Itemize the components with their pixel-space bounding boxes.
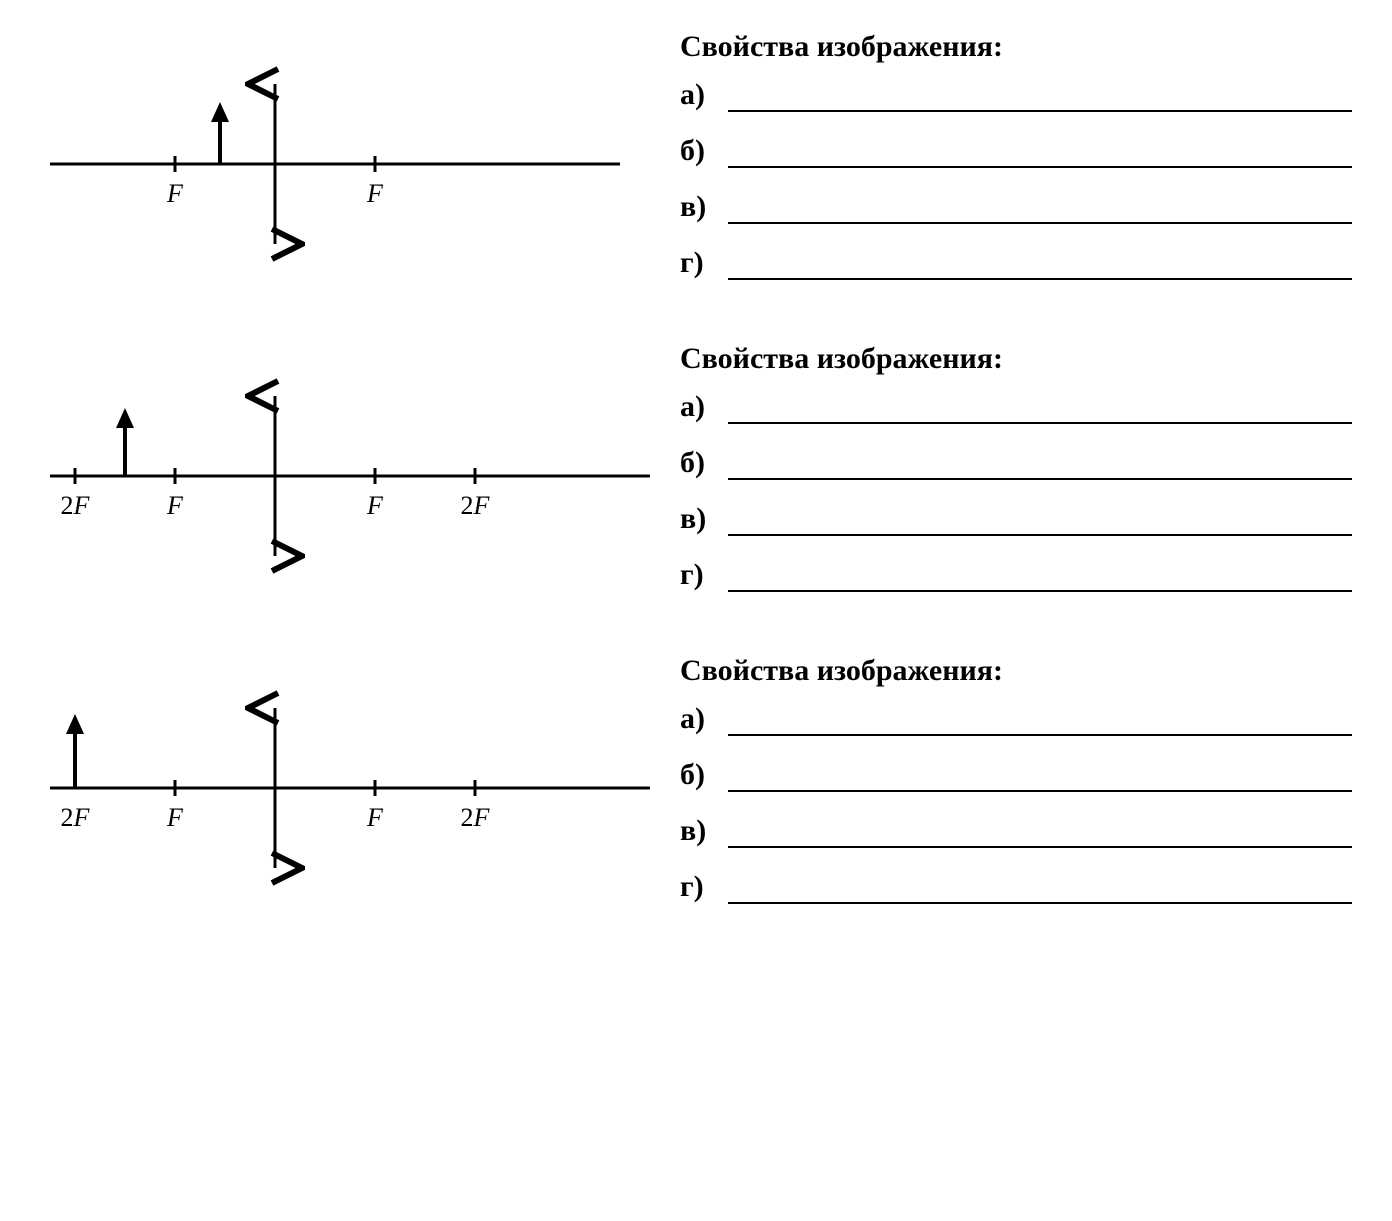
property-label: а) — [680, 78, 722, 112]
property-label: б) — [680, 446, 722, 480]
property-label: г) — [680, 246, 722, 280]
fill-in-blank[interactable] — [728, 876, 1352, 904]
fill-in-blank[interactable] — [728, 452, 1352, 480]
property-label: а) — [680, 702, 722, 736]
tick-label: 2F — [61, 803, 91, 832]
property-line: в) — [680, 814, 1352, 848]
fill-in-blank[interactable] — [728, 508, 1352, 536]
fill-in-blank[interactable] — [728, 252, 1352, 280]
worksheet-page: F F Свойства изображения: а) б) в) — [40, 30, 1352, 926]
property-line: а) — [680, 78, 1352, 112]
tick-label: F — [366, 179, 384, 208]
properties-block: Свойства изображения: а) б) в) г) — [660, 654, 1352, 926]
optics-diagram-1: F F — [40, 44, 660, 284]
tick-label: 2F — [461, 491, 491, 520]
diagram-container: 2F F F 2F — [40, 668, 660, 913]
fill-in-blank[interactable] — [728, 708, 1352, 736]
fill-in-blank[interactable] — [728, 564, 1352, 592]
diagram-container: 2F F F 2F — [40, 356, 660, 601]
properties-block: Свойства изображения: а) б) в) г) — [660, 30, 1352, 302]
property-line: б) — [680, 758, 1352, 792]
properties-block: Свойства изображения: а) б) в) г) — [660, 342, 1352, 614]
property-label: б) — [680, 758, 722, 792]
property-line: б) — [680, 446, 1352, 480]
diagram-container: F F — [40, 44, 660, 289]
property-label: в) — [680, 502, 722, 536]
property-line: г) — [680, 246, 1352, 280]
property-line: в) — [680, 190, 1352, 224]
property-line: б) — [680, 134, 1352, 168]
property-label: г) — [680, 870, 722, 904]
property-label: а) — [680, 390, 722, 424]
fill-in-blank[interactable] — [728, 84, 1352, 112]
properties-title: Свойства изображения: — [680, 30, 1352, 64]
tick-label: F — [166, 803, 184, 832]
property-line: в) — [680, 502, 1352, 536]
exercise-row: F F Свойства изображения: а) б) в) — [40, 30, 1352, 302]
property-label: в) — [680, 190, 722, 224]
properties-title: Свойства изображения: — [680, 654, 1352, 688]
fill-in-blank[interactable] — [728, 140, 1352, 168]
tick-label: F — [366, 803, 384, 832]
object-arrow-head — [66, 714, 84, 734]
optics-diagram-3: 2F F F 2F — [40, 668, 660, 908]
tick-label: F — [166, 491, 184, 520]
fill-in-blank[interactable] — [728, 196, 1352, 224]
object-arrow-head — [116, 408, 134, 428]
exercise-row: 2F F F 2F Свойства изображения: а) б) — [40, 654, 1352, 926]
exercise-row: 2F F F 2F Свойства изображения: а) б) — [40, 342, 1352, 614]
properties-title: Свойства изображения: — [680, 342, 1352, 376]
fill-in-blank[interactable] — [728, 820, 1352, 848]
object-arrow-head — [211, 102, 229, 122]
tick-label: F — [366, 491, 384, 520]
fill-in-blank[interactable] — [728, 764, 1352, 792]
property-line: г) — [680, 870, 1352, 904]
property-label: г) — [680, 558, 722, 592]
fill-in-blank[interactable] — [728, 396, 1352, 424]
tick-label: 2F — [461, 803, 491, 832]
property-line: а) — [680, 390, 1352, 424]
property-line: г) — [680, 558, 1352, 592]
property-line: а) — [680, 702, 1352, 736]
optics-diagram-2: 2F F F 2F — [40, 356, 660, 596]
tick-label: F — [166, 179, 184, 208]
property-label: б) — [680, 134, 722, 168]
property-label: в) — [680, 814, 722, 848]
tick-label: 2F — [61, 491, 91, 520]
